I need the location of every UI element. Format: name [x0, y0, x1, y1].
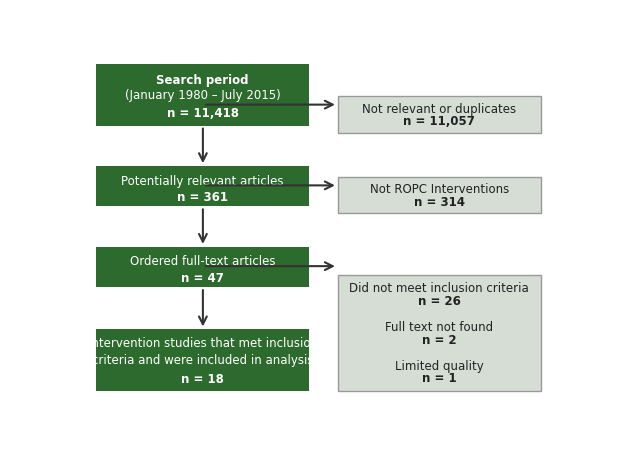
Text: n = 11,418: n = 11,418	[167, 106, 239, 119]
Text: n = 47: n = 47	[181, 271, 224, 284]
Text: n = 26: n = 26	[418, 294, 461, 308]
Bar	[337, 177, 541, 214]
Text: Limited quality: Limited quality	[395, 359, 484, 372]
Text: n = 18: n = 18	[181, 372, 224, 385]
Text: (January 1980 – July 2015): (January 1980 – July 2015)	[125, 89, 281, 102]
Bar	[96, 167, 309, 207]
Text: Did not meet inclusion criteria: Did not meet inclusion criteria	[349, 282, 529, 295]
Text: Intervention studies that met inclusion
criteria and were included in analysis: Intervention studies that met inclusion …	[88, 337, 318, 367]
Text: Ordered full-text articles: Ordered full-text articles	[130, 255, 275, 268]
Text: n = 361: n = 361	[177, 191, 228, 203]
Text: n = 1: n = 1	[422, 372, 457, 384]
Text: Search period: Search period	[156, 73, 249, 86]
Bar	[337, 275, 541, 391]
Text: n = 2: n = 2	[422, 333, 457, 346]
Text: Potentially relevant articles: Potentially relevant articles	[122, 174, 284, 187]
Text: Full text not found: Full text not found	[385, 320, 494, 333]
Bar	[96, 65, 309, 126]
Text: n = 314: n = 314	[414, 195, 465, 208]
Text: Not ROPC Interventions: Not ROPC Interventions	[370, 183, 509, 196]
Text: n = 11,057: n = 11,057	[404, 115, 475, 128]
Bar	[96, 248, 309, 288]
Bar	[337, 96, 541, 133]
Text: Not relevant or duplicates: Not relevant or duplicates	[362, 102, 516, 116]
Bar	[96, 329, 309, 391]
